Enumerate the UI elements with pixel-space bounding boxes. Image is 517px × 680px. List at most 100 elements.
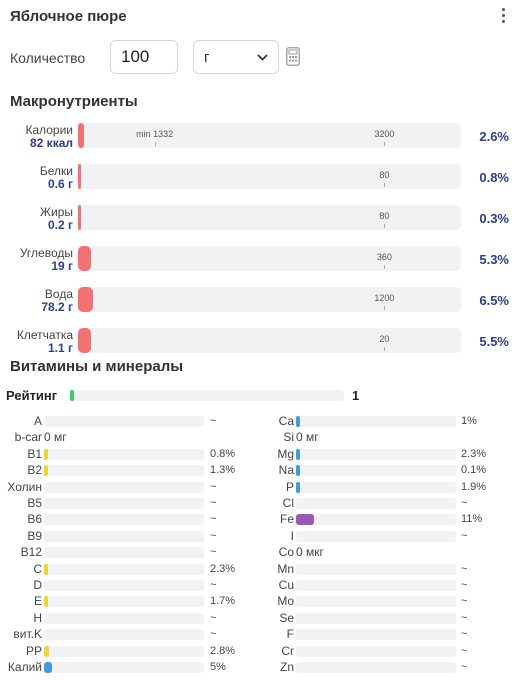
macro-name: Белки (39, 164, 73, 178)
macro-label: Клетчатка 1.1 г (9, 329, 73, 355)
nutrient-bar (44, 596, 204, 608)
macro-tick-label: 3200 (374, 129, 395, 139)
macro-percent: 6.5% (479, 293, 509, 308)
nutrient-label: B2 (27, 463, 42, 478)
kebab-menu-icon[interactable] (497, 5, 509, 25)
nutrient-value: 0 мг (296, 430, 319, 445)
nutrient-value: ~ (210, 579, 217, 591)
nutrient-value: ~ (210, 611, 217, 624)
macro-percent: 5.3% (479, 252, 509, 267)
nutrient-label: Si (283, 430, 294, 445)
nutrient-label: B1 (27, 446, 42, 461)
macro-name: Вода (44, 287, 73, 301)
page-title: Яблочное пюре (10, 8, 127, 25)
macro-tick-label: 360 (376, 252, 392, 262)
macro-tick-label: 20 (379, 334, 390, 344)
nutrient-value: 1% (461, 415, 477, 427)
nutrient-value: 2.8% (210, 644, 236, 657)
macro-bar-fill (78, 287, 94, 312)
nutrient-value: ~ (210, 513, 217, 526)
macro-name: Углеводы (19, 246, 73, 260)
nutrient-label: Ca (278, 414, 294, 428)
quantity-input[interactable] (110, 40, 178, 74)
calculator-icon[interactable] (286, 47, 300, 66)
macro-bar: 20 (78, 328, 461, 353)
nutrient-label: Mg (277, 446, 294, 461)
macro-bar: 80 (78, 205, 461, 230)
macro-bar: 80 (78, 164, 461, 189)
nutrient-bar (296, 498, 456, 509)
nutrient-bar (296, 465, 456, 477)
nutrient-value: ~ (210, 415, 217, 427)
nutrient-value: ~ (210, 480, 217, 493)
nutrient-label: B9 (27, 528, 42, 543)
nutrient-bar-fill (44, 662, 53, 673)
nutrient-bar-fill (44, 596, 48, 608)
nutrient-value: ~ (461, 562, 468, 575)
macro-tick-label: 80 (379, 211, 390, 221)
nutrient-label: Cl (282, 496, 294, 510)
chevron-down-icon (257, 53, 268, 61)
nutrient-bar-fill (44, 448, 48, 460)
macro-tick-mark (384, 224, 386, 228)
macro-bar: 1200 (78, 287, 461, 312)
macro-bar: min 1332 3200 (78, 123, 461, 148)
macro-name: Калории (25, 123, 73, 137)
nutrient-label: b-car (14, 430, 42, 445)
nutrient-label: Cu (278, 578, 294, 592)
nutrient-value: ~ (461, 611, 468, 624)
nutrient-value: ~ (461, 644, 468, 657)
rating-bar (70, 390, 344, 401)
macro-value: 0.6 г (47, 177, 73, 191)
nutrient-bar (296, 580, 456, 591)
rating-label: Рейтинг (6, 388, 58, 403)
macro-tick-mark (154, 142, 156, 146)
nutrient-value: 1.7% (210, 595, 236, 608)
nutrient-value: ~ (461, 595, 468, 608)
nutrient-bar-fill (296, 448, 300, 460)
nutrient-bar-fill (296, 481, 300, 493)
nutrient-bar (44, 481, 204, 493)
nutrient-label: Se (279, 610, 294, 625)
rating-value: 1 (352, 388, 360, 403)
nutrient-bar (44, 629, 204, 641)
nutrient-value: ~ (210, 529, 217, 542)
macro-percent: 0.3% (479, 211, 509, 226)
macro-value: 78.2 г (41, 300, 73, 314)
macro-percent: 2.6% (479, 129, 509, 144)
nutrient-value: 5% (210, 661, 226, 673)
nutrient-bar-fill (296, 465, 300, 477)
nutrient-value: 0.1% (461, 464, 487, 477)
nutrient-label: F (286, 627, 294, 642)
nutrient-label: C (33, 561, 42, 576)
nutrient-value: 2.3% (210, 562, 236, 575)
macro-name: Жиры (39, 205, 73, 219)
macro-value: 1.1 г (47, 341, 73, 355)
macro-bar-fill (78, 246, 91, 271)
macro-bar-fill (78, 164, 81, 189)
nutrient-bar (296, 629, 456, 641)
macro-tick-mark (384, 142, 386, 146)
nutrient-bar (296, 481, 456, 493)
macro-tick-mark (384, 306, 386, 310)
nutrient-bar (296, 416, 456, 427)
macro-label: Белки 0.6 г (9, 165, 73, 191)
nutrient-bar (296, 662, 456, 673)
unit-select-value: г (204, 48, 210, 66)
vitamins-section-title: Витамины и минералы (10, 358, 184, 375)
macro-name: Клетчатка (16, 328, 73, 342)
nutrient-label: A (33, 414, 42, 428)
unit-select[interactable]: г (193, 40, 279, 74)
nutrient-value: ~ (210, 497, 217, 509)
macro-bar-fill (78, 328, 92, 353)
macro-tick-label: 1200 (374, 293, 395, 303)
nutrient-bar (296, 448, 456, 460)
macro-tick-mark (384, 265, 386, 269)
macro-label: Жиры 0.2 г (9, 206, 73, 232)
nutrient-value: 1.9% (461, 480, 487, 493)
nutrient-label: Калий (7, 660, 42, 674)
nutrient-value: ~ (461, 529, 468, 542)
nutrient-bar (296, 596, 456, 608)
nutrient-label: PP (25, 643, 42, 658)
nutrient-label: H (33, 610, 42, 625)
